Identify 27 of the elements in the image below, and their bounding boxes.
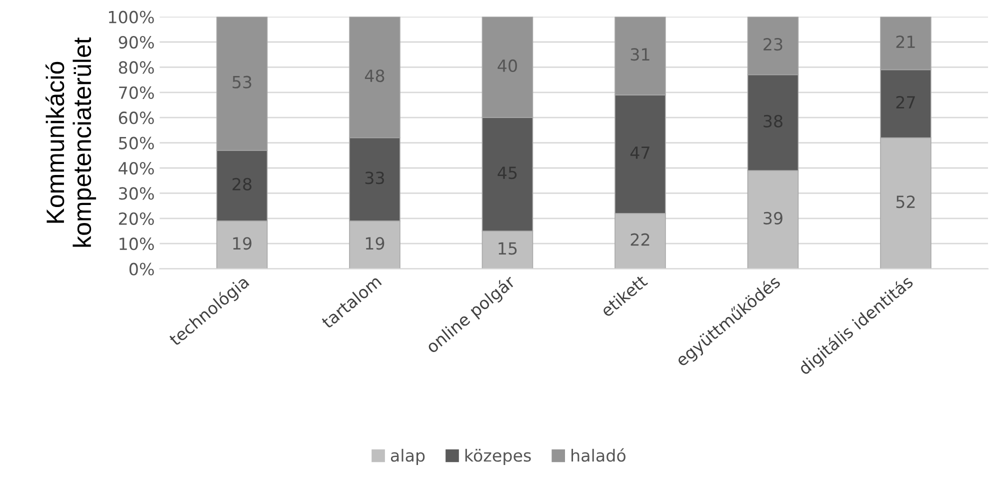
y-tick-label: 60% <box>118 112 154 124</box>
y-axis-title: Kommunikáció kompetenciaterület <box>46 37 96 247</box>
y-tick-label: 80% <box>118 61 154 74</box>
y-tick-label: 70% <box>119 86 154 99</box>
y-tick-label: 100% <box>109 10 154 24</box>
legend-label: közepes <box>465 448 531 465</box>
y-tick-label: 20% <box>118 212 154 225</box>
y-tick-label: 30% <box>119 187 154 200</box>
data-label: 23 <box>764 38 782 51</box>
data-label: 19 <box>366 237 384 250</box>
data-label: 52 <box>896 196 915 208</box>
y-tick-label: 50% <box>119 136 154 150</box>
y-tick-label: 90% <box>118 36 154 49</box>
data-label: 53 <box>232 76 252 88</box>
data-label: 15 <box>498 242 517 255</box>
legend-label: alap <box>390 448 425 465</box>
y-tick-label: 40% <box>118 162 154 175</box>
data-label: 22 <box>630 233 650 246</box>
legend-label: haladó <box>572 448 626 462</box>
y-tick-label: 10% <box>120 238 154 250</box>
y-tick-label: 0% <box>129 262 154 276</box>
data-label: 39 <box>764 212 782 224</box>
data-label: 21 <box>896 35 915 48</box>
data-label: 31 <box>630 48 650 61</box>
data-label: 48 <box>364 70 384 82</box>
data-label: 40 <box>498 59 517 72</box>
data-label: 19 <box>233 237 252 250</box>
